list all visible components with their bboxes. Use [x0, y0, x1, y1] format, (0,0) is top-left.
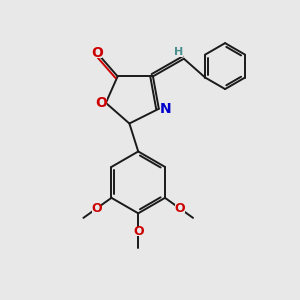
FancyBboxPatch shape — [92, 48, 102, 58]
Text: O: O — [91, 202, 102, 215]
Text: N: N — [160, 102, 171, 116]
FancyBboxPatch shape — [174, 48, 183, 57]
Text: O: O — [133, 225, 143, 238]
FancyBboxPatch shape — [175, 204, 184, 213]
Text: O: O — [95, 96, 107, 110]
Text: H: H — [174, 47, 183, 57]
FancyBboxPatch shape — [160, 104, 170, 113]
Text: O: O — [91, 46, 103, 60]
FancyBboxPatch shape — [134, 227, 143, 236]
Text: O: O — [175, 202, 185, 215]
FancyBboxPatch shape — [92, 204, 101, 213]
FancyBboxPatch shape — [96, 98, 106, 108]
